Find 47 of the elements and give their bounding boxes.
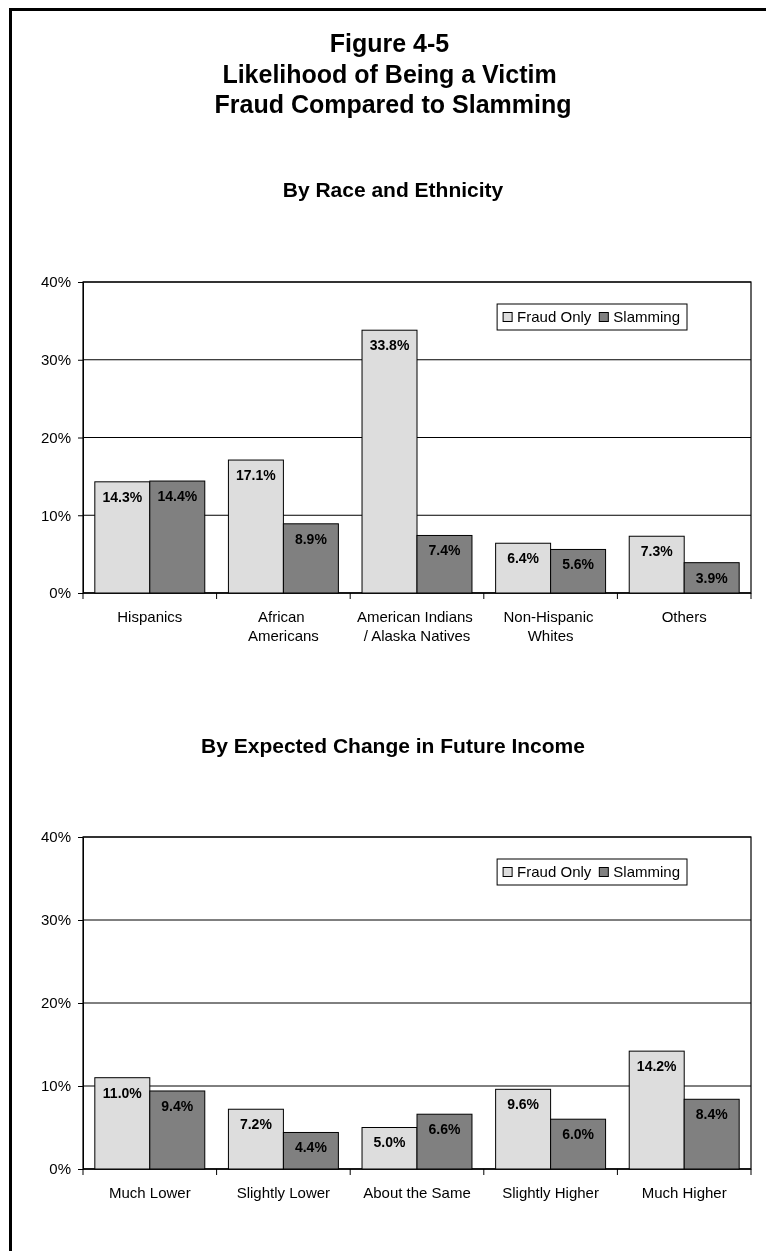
data-label: 17.1% [236, 466, 277, 483]
data-label: 4.4% [294, 1139, 328, 1156]
x-tick-label: Others [661, 608, 707, 625]
data-label: 14.3% [102, 488, 143, 505]
chart-subtitle: By Race and Ethnicity [282, 178, 504, 202]
data-label: 8.4% [695, 1106, 729, 1123]
x-tick-label: Non-Hispanic Whites [503, 608, 598, 644]
data-label: 3.9% [695, 569, 729, 586]
legend-label: Slamming [613, 863, 680, 881]
y-tick-label: 10% [40, 506, 71, 524]
x-tick-label: Much Higher [641, 1184, 727, 1201]
x-tick-label: Slightly Higher [502, 1184, 599, 1201]
data-label: 9.4% [161, 1097, 194, 1114]
x-tick-label: Slightly Lower [236, 1184, 331, 1201]
data-label: 14.4% [157, 487, 198, 504]
x-tick-label: American Indians / Alaska Natives [356, 608, 478, 644]
data-label: 6.0% [562, 1126, 595, 1143]
y-tick-label: 40% [40, 828, 71, 846]
y-tick-label: 30% [40, 911, 71, 929]
x-tick-label: African Americans [247, 608, 319, 644]
data-label: 6.4% [507, 550, 540, 567]
x-tick-label: Hispanics [117, 608, 183, 625]
legend-label: Slamming [613, 308, 680, 326]
chart-subtitle: By Expected Change in Future Income [201, 734, 585, 758]
y-tick-label: 30% [40, 351, 71, 369]
y-tick-label: 0% [49, 1160, 71, 1178]
data-label: 5.6% [562, 556, 595, 573]
x-tick-label: About the Same [363, 1184, 471, 1201]
data-label: 8.9% [294, 530, 328, 547]
data-label: 6.6% [428, 1121, 461, 1138]
y-tick-label: 40% [40, 273, 71, 291]
data-label: 7.2% [239, 1116, 273, 1133]
chart-title: Figure 4-5 Likelihood of Being a Victim Fraud Compared to Slamming [214, 29, 572, 118]
data-label: 33.8% [369, 337, 410, 354]
data-label: 5.0% [373, 1134, 407, 1151]
x-tick-label: Much Lower [108, 1184, 191, 1201]
y-tick-label: 10% [40, 1077, 71, 1095]
legend-label: Fraud Only [517, 863, 592, 881]
data-label: 7.3% [640, 543, 674, 560]
legend-label: Fraud Only [517, 308, 592, 326]
data-label: 11.0% [102, 1084, 143, 1101]
y-tick-label: 0% [49, 584, 71, 602]
data-label: 7.4% [428, 542, 461, 559]
data-label: 14.2% [636, 1058, 678, 1075]
y-tick-label: 20% [40, 428, 71, 446]
data-label: 9.6% [507, 1096, 540, 1113]
y-tick-label: 20% [40, 994, 71, 1012]
